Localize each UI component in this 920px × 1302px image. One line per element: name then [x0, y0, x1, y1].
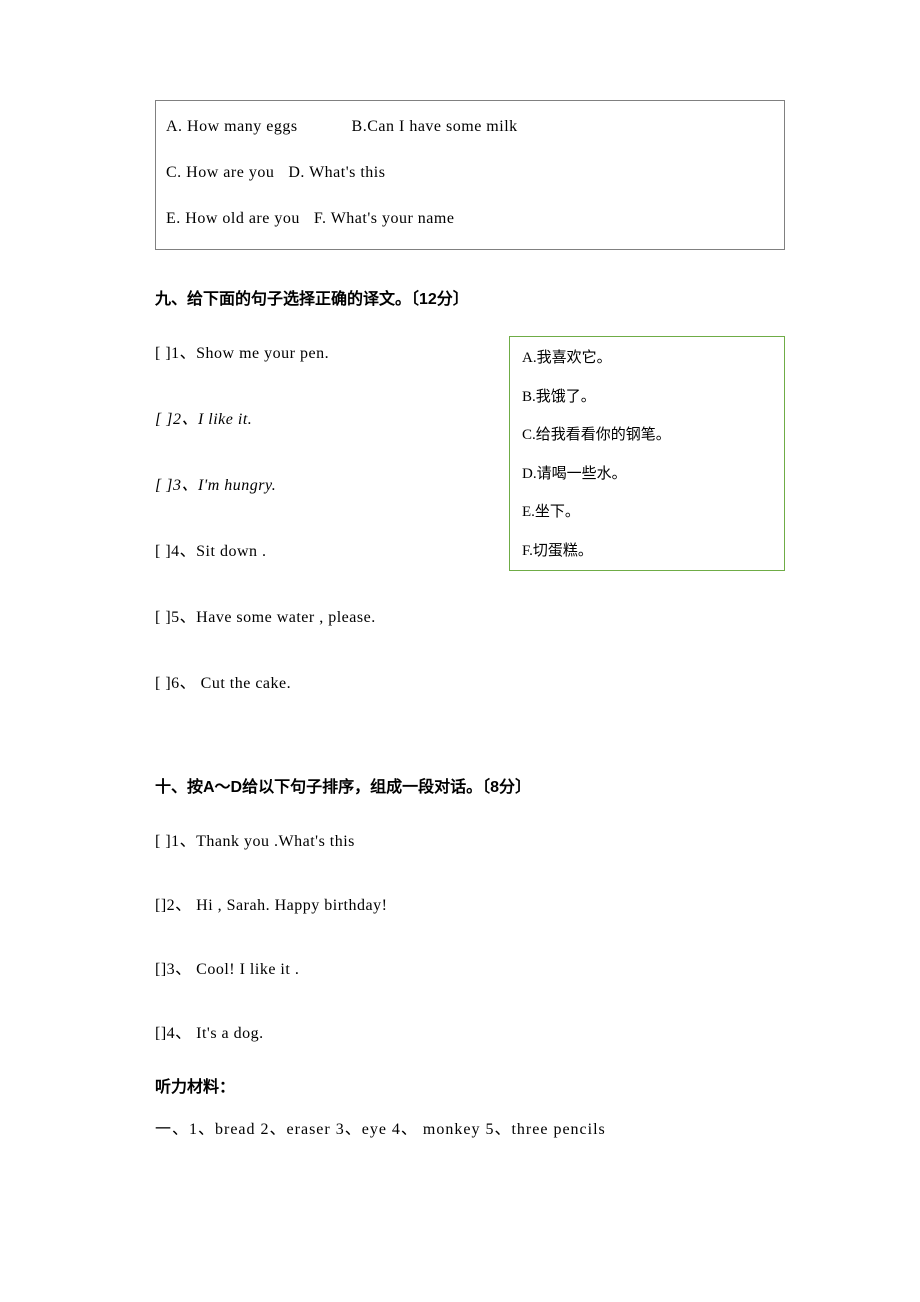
answer-bracket[interactable]: [] [155, 961, 167, 978]
section-9-questions: [ ]1、Show me your pen. [ ]2、I like it. [… [155, 342, 499, 738]
answer-bracket[interactable]: [ ] [155, 543, 171, 560]
question-item: [ ]6、 Cut the cake. [155, 672, 499, 696]
question-text: 4、Sit down . [171, 543, 266, 560]
answer-bracket[interactable]: [ ] [155, 345, 171, 362]
translation-option: D.请喝一些水。 [522, 463, 772, 486]
translation-option: C.给我看看你的钢笔。 [522, 424, 772, 447]
options-row: E. How old are you F. What's your name [166, 207, 774, 231]
question-text: 2、 Hi , Sarah. Happy birthday! [167, 897, 388, 914]
section-9-content: [ ]1、Show me your pen. [ ]2、I like it. [… [155, 342, 785, 738]
answer-bracket[interactable]: [] [155, 897, 167, 914]
option-f: F. What's your name [314, 210, 455, 227]
option-e: E. How old are you [166, 210, 300, 227]
listening-heading: 听力材料： [155, 1076, 785, 1100]
answer-options-box: A. How many eggs B.Can I have some milk C… [155, 100, 785, 250]
translation-options-box: A.我喜欢它。 B.我饿了。 C.给我看看你的钢笔。 D.请喝一些水。 E.坐下… [509, 336, 785, 571]
section-9-heading: 九、给下面的句子选择正确的译文。〔12分〕 [155, 288, 785, 312]
question-text: 3、I'm hungry. [173, 477, 276, 494]
listening-content: 一、1、bread 2、eraser 3、eye 4、 monkey 5、thr… [155, 1118, 785, 1142]
option-a: A. How many eggs [166, 118, 298, 135]
question-item: [ ]4、Sit down . [155, 540, 499, 564]
question-item: [ ]5、Have some water , please. [155, 606, 499, 630]
question-text: 2、I like it. [173, 411, 252, 428]
options-row: A. How many eggs B.Can I have some milk [166, 115, 774, 139]
answer-bracket[interactable]: [ ] [155, 833, 171, 850]
answer-bracket[interactable]: [ ] [155, 411, 173, 428]
question-item: []2、 Hi , Sarah. Happy birthday! [155, 894, 785, 918]
translation-option: E.坐下。 [522, 501, 772, 524]
question-text: 6、 Cut the cake. [171, 675, 291, 692]
answer-bracket[interactable]: [ ] [155, 609, 171, 626]
question-text: 5、Have some water , please. [171, 609, 376, 626]
answer-bracket[interactable]: [] [155, 1025, 167, 1042]
answer-bracket[interactable]: [ ] [155, 675, 171, 692]
question-text: 1、Thank you .What's this [171, 833, 355, 850]
translation-option: A.我喜欢它。 [522, 347, 772, 370]
question-text: 3、 Cool! I like it . [167, 961, 300, 978]
question-text: 4、 It's a dog. [167, 1025, 264, 1042]
translation-option: F.切蛋糕。 [522, 540, 772, 563]
translation-option: B.我饿了。 [522, 386, 772, 409]
question-item: [ ]2、I like it. [155, 408, 499, 432]
options-row: C. How are you D. What's this [166, 161, 774, 185]
option-b: B.Can I have some milk [352, 118, 518, 135]
option-d: D. What's this [288, 164, 385, 181]
section-10: 十、按A～D给以下句子排序，组成一段对话。〔8分〕 [ ]1、Thank you… [155, 776, 785, 1046]
question-item: [ ]3、I'm hungry. [155, 474, 499, 498]
question-item: [ ]1、Thank you .What's this [155, 830, 785, 854]
question-item: []3、 Cool! I like it . [155, 958, 785, 982]
worksheet-page: A. How many eggs B.Can I have some milk C… [0, 0, 920, 1202]
answer-bracket[interactable]: [ ] [155, 477, 173, 494]
section-10-heading: 十、按A～D给以下句子排序，组成一段对话。〔8分〕 [155, 776, 785, 800]
question-item: [ ]1、Show me your pen. [155, 342, 499, 366]
question-item: []4、 It's a dog. [155, 1022, 785, 1046]
option-c: C. How are you [166, 164, 274, 181]
question-text: 1、Show me your pen. [171, 345, 329, 362]
